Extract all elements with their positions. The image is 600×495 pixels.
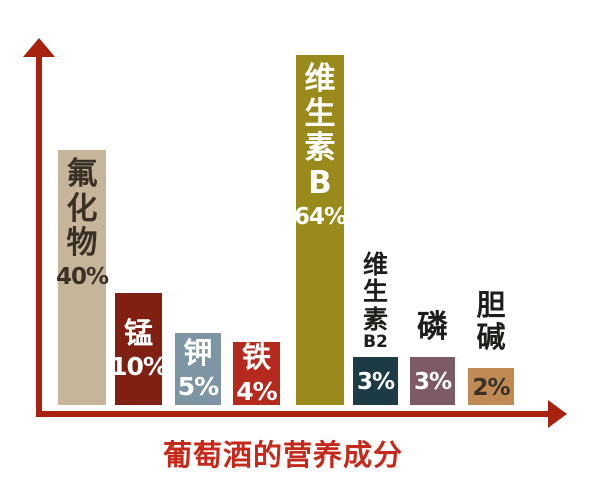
bar-label-char: 维 xyxy=(304,61,336,97)
bar-value-fluoride: 40% xyxy=(55,264,109,291)
bar-value-potassium: 5% xyxy=(177,372,219,402)
y-axis-line xyxy=(36,55,42,417)
bar-fluoride: 氟化物 40% xyxy=(55,150,109,405)
x-axis-arrow-icon xyxy=(548,400,567,428)
category-label-char: 碱 xyxy=(476,320,506,355)
category-label-phosphorus: 磷 xyxy=(417,310,448,344)
bar-value-vitamin-b: 64% xyxy=(293,203,347,230)
bar-label-char: 物 xyxy=(66,225,98,262)
bar-iron: 铁 4% xyxy=(233,340,280,406)
category-label-choline: 胆碱 xyxy=(476,288,506,355)
bar-manganese: 锰 10% xyxy=(110,293,168,405)
category-label-char: 素 xyxy=(362,304,389,334)
bar-value-manganese: 10% xyxy=(110,352,168,382)
bar-label-char: 化 xyxy=(66,190,98,227)
y-axis-arrow-icon xyxy=(23,38,55,57)
bar-potassium: 钾 5% xyxy=(175,333,221,405)
bar-choline: 2% xyxy=(468,368,514,405)
category-label-vitamin-b2: 维生素 B2 xyxy=(363,251,388,352)
bar-value-vitamin-b2: 3% xyxy=(356,369,395,396)
bar-label-char: 生 xyxy=(304,95,336,132)
bar-vitamin-b2: 3% xyxy=(353,357,398,405)
bar-value-phosphorus: 3% xyxy=(413,369,452,396)
bar-label-char: 锰 xyxy=(123,315,153,350)
bar-phosphorus: 3% xyxy=(410,357,455,405)
bar-label-char: 素 xyxy=(304,130,336,167)
category-sublabel: B2 xyxy=(363,332,388,353)
bar-label-char: B xyxy=(308,165,332,202)
bar-value-choline: 2% xyxy=(472,374,510,401)
bar-label-char: 氟 xyxy=(66,156,98,192)
bar-value-iron: 4% xyxy=(236,376,277,406)
bar-label-char: 铁 xyxy=(241,340,271,375)
category-label-char: 生 xyxy=(362,277,389,307)
category-label-char: 胆 xyxy=(476,288,506,323)
chart-title: 葡萄酒的营养成分 xyxy=(162,438,403,472)
x-axis-line xyxy=(36,411,548,417)
category-label-char: 维 xyxy=(362,249,389,279)
bar-vitamin-b: 维生素 B 64% xyxy=(293,55,347,405)
category-label-char: 磷 xyxy=(417,308,448,345)
bar-label-char: 钾 xyxy=(183,335,213,370)
